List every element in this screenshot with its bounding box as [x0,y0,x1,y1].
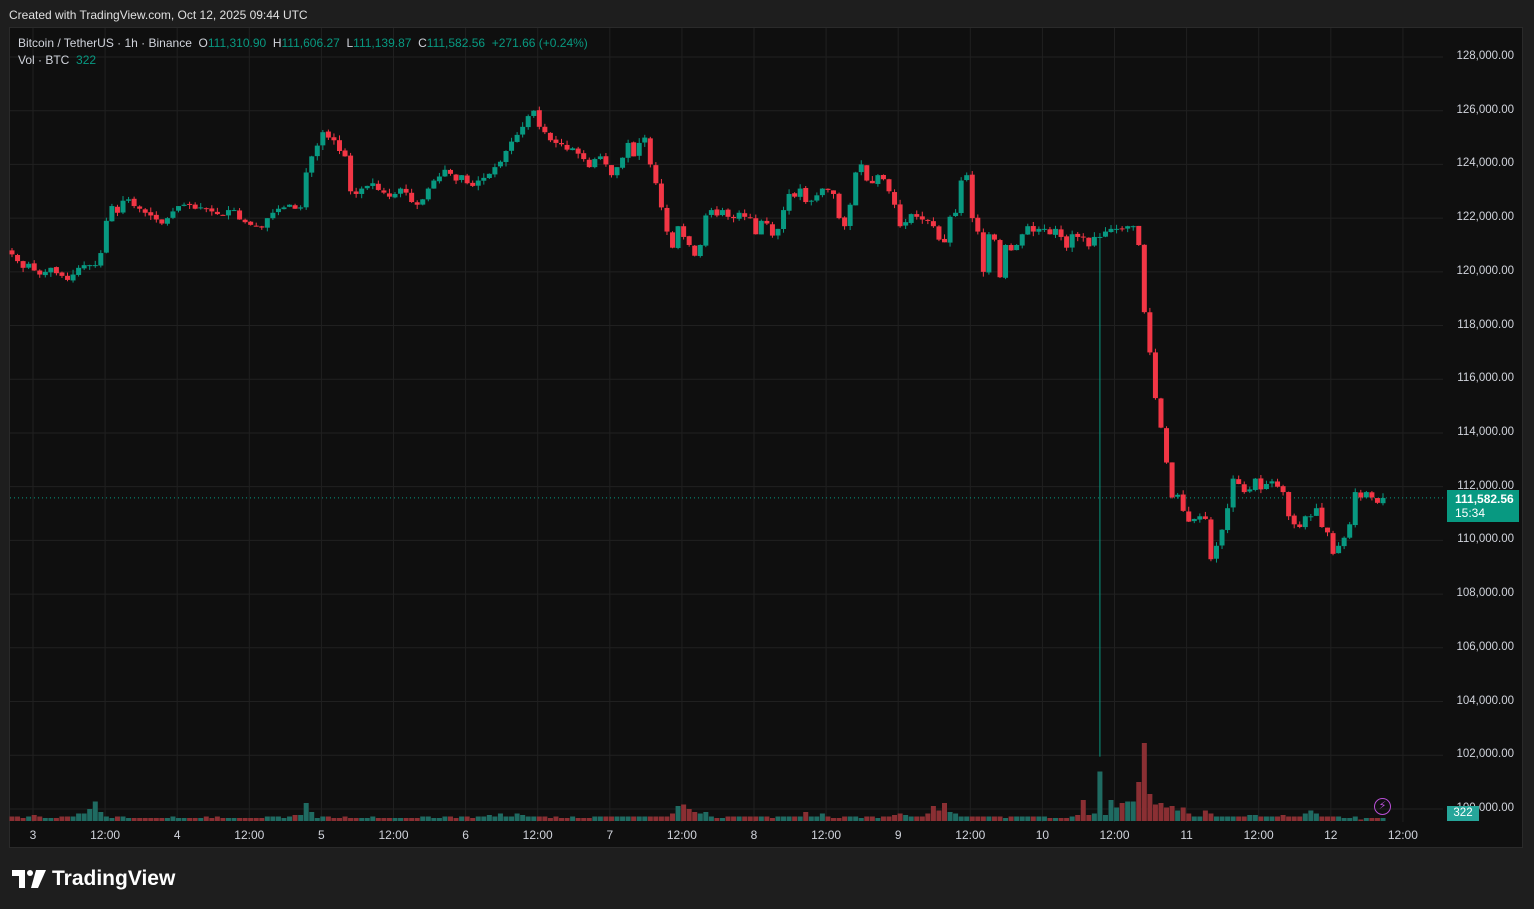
change-value: +271.66 (+0.24%) [491,36,588,50]
tradingview-logo-icon [12,870,46,888]
price-tick-label: 114,000.00 [1457,425,1514,438]
price-tick-label: 122,000.00 [1456,211,1514,224]
time-tick-label: 5 [318,828,325,842]
price-tick-label: 124,000.00 [1456,157,1514,170]
volume-badge: 322 [1447,806,1479,821]
time-tick-label: 12 [1324,828,1338,842]
time-tick-label: 6 [462,828,469,842]
close-value: 111,582.56 [426,36,486,50]
brand-name: TradingView [52,867,176,890]
volume-label[interactable]: Vol · BTC [18,53,70,67]
time-tick-label: 12:00 [378,828,409,842]
time-tick-label: 12:00 [1243,828,1274,842]
price-tick-label: 106,000.00 [1456,640,1514,653]
price-tick-label: 102,000.00 [1456,748,1514,761]
time-tick-label: 12:00 [522,828,553,842]
time-tick-label: 11 [1180,828,1193,842]
volume-bars [9,743,1386,821]
last-price-badge: 111,582.56 15:34 [1447,490,1519,522]
high-label: H [272,36,282,50]
time-tick-label: 12:00 [90,828,121,842]
time-tick-label: 9 [894,828,902,842]
symbol-legend: Bitcoin / TetherUS · 1h · Binance O111,3… [18,35,588,69]
time-tick-label: 12:00 [1099,828,1130,842]
chart-frame[interactable] [9,27,1523,848]
high-value: 111,606.27 [281,36,340,50]
price-tick-label: 112,000.00 [1457,479,1514,492]
symbol-title[interactable]: Bitcoin / TetherUS · 1h · Binance [18,36,192,50]
open-value: 111,310.90 [207,36,267,50]
time-tick-label: 7 [606,828,614,842]
price-tick-label: 104,000.00 [1456,694,1514,707]
time-tick-label: 4 [173,828,181,842]
tradingview-logo: TradingView [12,867,175,891]
open-label: O [198,36,208,50]
time-tick-label: 8 [750,828,758,842]
bar-countdown: 15:34 [1455,506,1486,520]
price-tick-label: 128,000.00 [1456,50,1514,62]
last-price-value: 111,582.56 [1455,492,1514,506]
low-value: 111,139.87 [353,36,412,50]
price-tick-label: 126,000.00 [1456,103,1514,116]
created-with-caption: Created with TradingView.com, Oct 12, 20… [9,8,308,22]
time-tick-label: 10 [1035,828,1050,842]
low-label: L [346,36,354,50]
price-tick-label: 108,000.00 [1456,587,1514,600]
time-tick-label: 12:00 [234,828,265,842]
close-label: C [418,36,427,50]
time-tick-label: 3 [29,828,37,842]
time-tick-label: 12:00 [955,828,986,842]
time-tick-label: 12:00 [1387,828,1418,842]
price-tick-label: 120,000.00 [1456,264,1514,277]
time-tick-label: 12:00 [666,828,697,842]
price-candles [9,106,1386,757]
volume-value: 322 [76,53,97,67]
time-tick-label: 12:00 [811,828,842,842]
lightning-event-icon[interactable]: ⚡ [1374,798,1391,815]
price-tick-label: 118,000.00 [1457,318,1514,331]
price-tick-label: 110,000.00 [1457,533,1514,546]
grid-lines [10,28,1443,822]
price-tick-label: 116,000.00 [1457,372,1514,385]
